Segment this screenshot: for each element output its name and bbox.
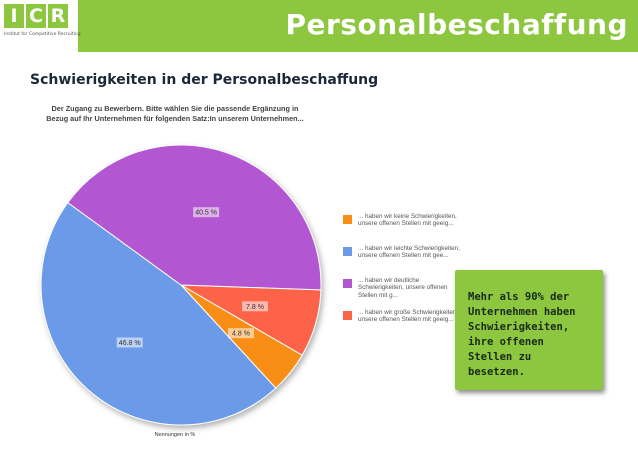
legend-text-0: ... haben wir keine Schwierigkeiten, uns… xyxy=(358,213,457,228)
icr-logo: I C R Institut for Competitive Recruitin… xyxy=(0,0,81,52)
slide-title: Personalbeschaffung xyxy=(285,8,628,41)
data-label-bg-1 xyxy=(116,337,143,348)
legend-text-2: ... haben wir deutliche Schwierigkeiten,… xyxy=(358,277,448,299)
slide-header: I C R Institut for Competitive Recruitin… xyxy=(0,0,638,52)
legend-item-1: ... haben wir leichte Schwierigkeiten, u… xyxy=(343,245,468,277)
pie-slice-1 xyxy=(40,201,277,426)
data-label-bg-2 xyxy=(193,207,220,218)
data-label-3: 7.8 % xyxy=(246,304,264,311)
legend-item-3: ... haben wir große Schwierigkeiten, uns… xyxy=(343,309,468,341)
legend-swatch-2 xyxy=(343,279,352,288)
data-label-0: 4.8 % xyxy=(232,331,250,338)
data-label-bg-3 xyxy=(242,301,268,312)
legend-item-0: ... haben wir keine Schwierigkeiten, uns… xyxy=(343,213,468,245)
logo-letter-r: R xyxy=(48,4,68,28)
chart-title: Der Zugang zu Bewerbern. Bitte wählen Si… xyxy=(46,104,304,123)
legend-text-1: ... haben wir leichte Schwierigkeiten, u… xyxy=(358,245,460,260)
logo-letter-c: C xyxy=(26,4,46,28)
logo-letter-i: I xyxy=(4,4,24,28)
data-label-1: 46.8 % xyxy=(119,340,141,347)
data-label-bg-0 xyxy=(228,328,254,339)
chart-caption: Nennungen in % xyxy=(154,432,196,438)
logo-subtitle: Institut for Competitive Recruiting xyxy=(4,32,81,37)
legend-text-3: ... haben wir große Schwierigkeiten, uns… xyxy=(358,309,459,324)
note-box: Mehr als 90% der Unternehmen haben Schwi… xyxy=(455,270,603,390)
chart-legend: ... haben wir keine Schwierigkeiten, uns… xyxy=(343,213,468,341)
pie-slice-2 xyxy=(67,144,322,291)
legend-swatch-0 xyxy=(343,215,352,224)
legend-swatch-1 xyxy=(343,247,352,256)
note-text: Mehr als 90% der Unternehmen haben Schwi… xyxy=(468,291,576,378)
slide-subtitle: Schwierigkeiten in der Personalbeschaffu… xyxy=(30,72,379,88)
legend-item-2: ... haben wir deutliche Schwierigkeiten,… xyxy=(343,277,468,309)
legend-swatch-3 xyxy=(343,311,352,320)
data-label-2: 40.5 % xyxy=(195,210,217,217)
